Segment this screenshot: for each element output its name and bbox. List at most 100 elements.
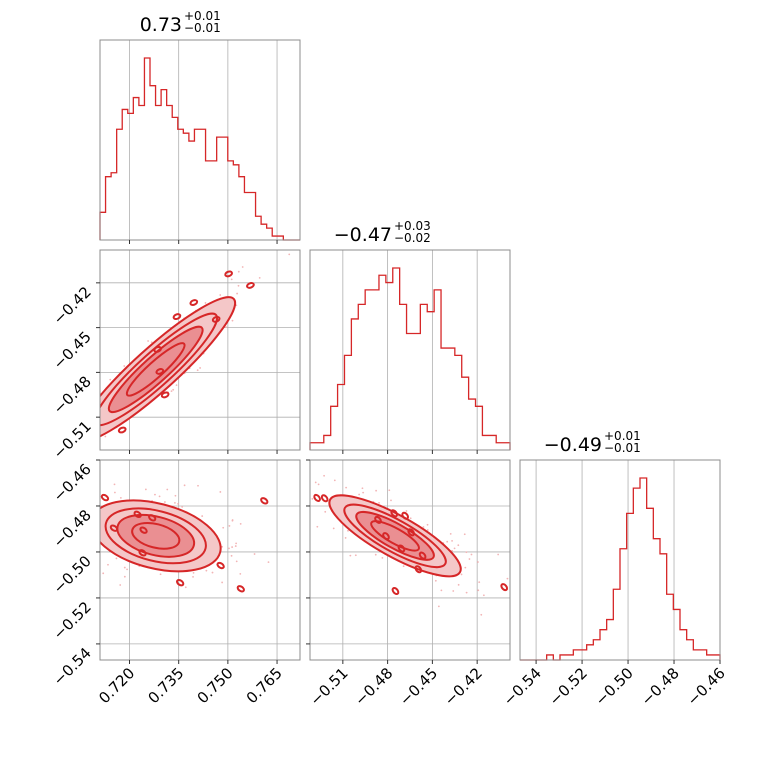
scatter-point: [192, 571, 195, 574]
contour-blob: [418, 551, 427, 560]
scatter-point: [378, 501, 380, 504]
panel-frame-0-2: [99, 459, 301, 661]
scatter-point: [374, 553, 377, 556]
title-value-1: −0.47: [334, 224, 392, 246]
scatter-point: [440, 589, 443, 592]
scatter-point: [85, 455, 87, 457]
contour-blob: [133, 510, 142, 519]
scatter-point: [381, 556, 384, 559]
scatter-point: [235, 542, 238, 545]
tick-label-x-1-0: −0.51: [306, 664, 351, 709]
scatter-point: [480, 613, 483, 616]
tick-label-y-2-0: −0.54: [50, 644, 95, 689]
scatter-point: [219, 294, 222, 296]
tick-label-x-1-3: −0.42: [441, 664, 486, 709]
contour-line-2: [107, 325, 204, 414]
scatter-point: [147, 340, 149, 342]
scatter-point: [181, 505, 184, 508]
contour-blob: [148, 514, 157, 522]
contour-blob: [500, 583, 509, 592]
scatter-point: [231, 319, 234, 322]
contour-blob: [320, 494, 329, 503]
tick-label-x-0-1: 0.735: [144, 664, 187, 707]
scatter-point: [317, 483, 320, 486]
scatter-point: [113, 483, 116, 486]
histogram-panel-2: [519, 459, 721, 661]
contour-blob: [391, 586, 400, 596]
contour-blob: [46, 546, 54, 554]
scatter-point: [94, 408, 96, 410]
tick-label-y-2-3: −0.48: [50, 506, 95, 551]
scatter-point: [446, 540, 449, 543]
scatter-point: [235, 560, 238, 563]
tick-label-y-2-4: −0.46: [50, 460, 95, 505]
title-plus-1: +0.03: [394, 219, 431, 233]
contour-blob: [138, 549, 147, 557]
contour-blob: [274, 493, 282, 501]
scatter-point: [222, 526, 225, 529]
title-value-2: −0.49: [544, 434, 602, 456]
contour-blob: [57, 422, 65, 429]
contour-blob: [313, 493, 321, 502]
scatter-point: [288, 253, 291, 256]
title-minus-0: −0.01: [184, 21, 221, 35]
contour-blob: [153, 345, 162, 353]
scatter-point: [286, 487, 288, 489]
scatter-point: [465, 551, 468, 554]
tick-label-x-2-2: −0.50: [592, 664, 637, 709]
scatter-point: [183, 484, 186, 487]
scatter-point: [197, 484, 199, 487]
panel-frame-2-2: [519, 459, 721, 661]
scatter-point: [449, 532, 452, 535]
contour-blob: [401, 511, 410, 520]
scatter-point: [354, 554, 357, 557]
contour-blob: [172, 313, 182, 321]
scatter-point: [295, 489, 297, 491]
scatter-point: [231, 546, 234, 548]
scatter-point: [453, 547, 456, 550]
scatter-point: [175, 384, 178, 387]
scatter-point: [362, 491, 365, 494]
scatter-point: [267, 561, 270, 564]
scatter-point: [192, 576, 194, 578]
scatter-point: [107, 563, 109, 566]
contour-line-1: [104, 507, 207, 565]
scatter-point: [201, 515, 204, 517]
scatter-point: [344, 537, 347, 539]
contour-blob: [117, 426, 127, 434]
contour-blob: [176, 578, 185, 587]
title-value-0: 0.73: [140, 14, 182, 36]
contour-blob: [216, 561, 225, 570]
scatter-point: [109, 378, 112, 381]
histogram-panel-1: [309, 249, 511, 454]
scatter-point: [174, 494, 177, 497]
scatter-point: [528, 621, 530, 623]
contour-blob: [260, 497, 269, 505]
scatter-point: [409, 517, 412, 520]
scatter-point: [102, 572, 105, 575]
scatter-panel-1-2: [274, 459, 530, 661]
scatter-point: [144, 488, 147, 491]
scatter-point: [93, 456, 95, 458]
scatter-point: [211, 571, 214, 574]
scatter-point: [258, 276, 261, 279]
scatter-point: [58, 520, 60, 522]
scatter-point: [506, 577, 509, 580]
contour-line-2: [355, 510, 435, 561]
contour-blob: [374, 515, 382, 524]
scatter-point: [97, 531, 99, 533]
scatter-point: [177, 502, 179, 505]
panel-frame-0-1: [99, 249, 301, 451]
scatter-point: [304, 502, 306, 504]
scatter-point: [253, 553, 256, 555]
scatter-point: [221, 581, 224, 584]
contour-blob: [382, 532, 390, 541]
scatter-point: [497, 553, 500, 556]
scatter-point: [31, 466, 33, 468]
tick-label-y-2-1: −0.52: [50, 598, 95, 643]
tick-label-x-2-3: −0.48: [638, 664, 683, 709]
scatter-point: [388, 489, 391, 492]
title-plus-2: +0.01: [604, 429, 641, 443]
scatter-point: [6, 469, 8, 471]
histogram-panel-0: [99, 39, 301, 244]
